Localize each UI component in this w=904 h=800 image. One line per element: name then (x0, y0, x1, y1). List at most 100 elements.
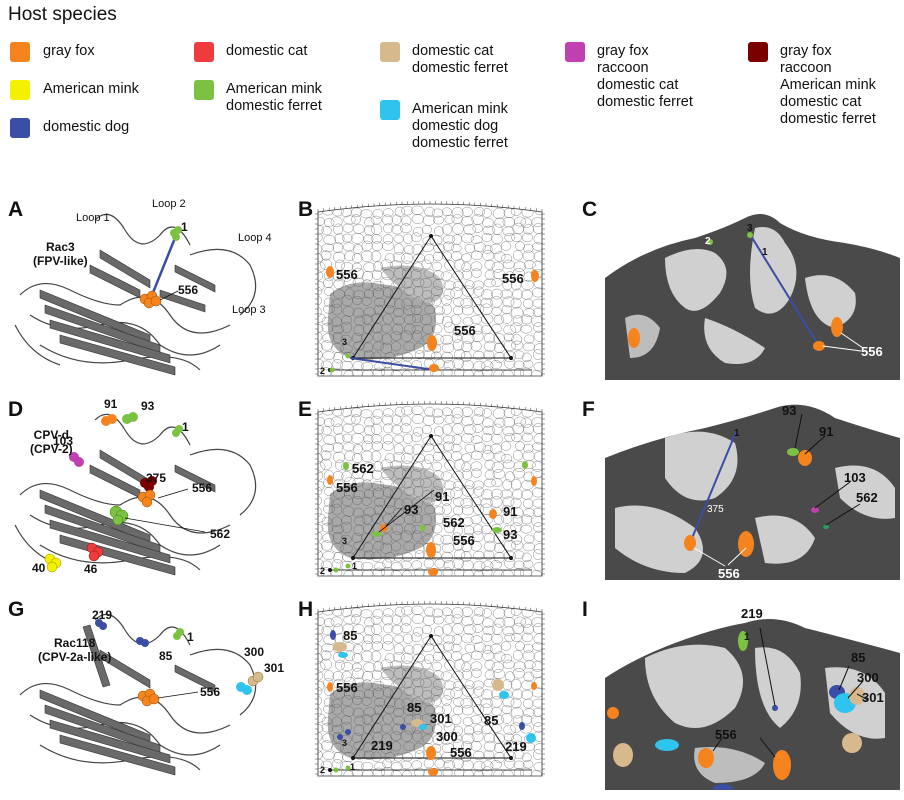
panel-a-loop1: Loop 1 (76, 212, 110, 224)
panel-h-letter: H (298, 598, 314, 621)
panel-b-res-556-left: 556 (336, 267, 358, 282)
panel-b-res-556-right: 556 (502, 271, 524, 286)
panel-g-res-300: 300 (244, 645, 265, 659)
panel-h-roadmap (315, 601, 545, 777)
panel-a-title: Rac3 (FPV-like) (33, 240, 88, 268)
panel-d-res-91: 91 (104, 397, 118, 411)
panel-h-marks (327, 630, 537, 776)
panel-i-surface (605, 598, 900, 790)
legend-swatch-cat-ferret (380, 42, 400, 62)
panel-b-res-556-center: 556 (454, 323, 476, 338)
panel-f-surface (605, 398, 900, 580)
panel-a-res-556: 556 (178, 283, 199, 297)
panel-i-res-301: 301 (862, 690, 884, 705)
panel-d-res-103: 103 (53, 434, 74, 448)
panel-b-marks (326, 266, 539, 373)
legend-label-mink-ferret: American mink domestic ferret (226, 81, 322, 114)
panel-c-res-2: 2 (705, 236, 711, 247)
panel-h-res-219-right: 219 (505, 739, 527, 754)
panel-e-res-1: 1 (352, 561, 358, 571)
legend-label-cat-ferret: domestic cat domestic ferret (412, 43, 508, 76)
panel-h-res-219-left: 219 (371, 738, 393, 753)
panel-g-res-85: 85 (159, 649, 173, 663)
panel-g-letter: G (8, 598, 25, 621)
panel-e-marks (327, 461, 537, 576)
panel-e-res-562-left: 562 (352, 461, 374, 476)
panel-d-title: CPV-d (CPV-2) (30, 428, 73, 456)
legend-swatch-domestic-dog (10, 118, 30, 138)
panel-e-res-3: 3 (342, 536, 348, 546)
panel-i-res-1: 1 (744, 632, 750, 643)
panel-g-res-219: 219 (92, 608, 113, 622)
panel-h-res-556-left: 556 (336, 680, 358, 695)
panel-i-letter: I (582, 598, 588, 621)
legend-label-domestic-dog: domestic dog (43, 119, 130, 135)
legend-swatch-gray-fox (10, 42, 30, 62)
panel-h-res-85-left: 85 (343, 628, 358, 643)
panel-f-res-556: 556 (718, 566, 740, 581)
panel-h-res-85-right: 85 (484, 713, 499, 728)
panel-d-res-93: 93 (141, 399, 155, 413)
panel-h-res-3: 3 (342, 738, 348, 748)
panel-f-res-91: 91 (819, 424, 834, 439)
panel-f-res-103: 103 (844, 470, 866, 485)
panel-h-res-85-center: 85 (407, 700, 422, 715)
panel-i-res-556: 556 (715, 727, 737, 742)
panel-h-res-556-center: 556 (450, 745, 472, 760)
panel-e-res-2: 2 (320, 566, 326, 576)
panel-i-res-219: 219 (741, 606, 763, 621)
panel-e-res-91-right: 91 (503, 504, 518, 519)
panel-f-letter: F (582, 398, 595, 421)
panel-b-res-3: 3 (342, 337, 348, 347)
panel-e-res-91-center: 91 (435, 489, 450, 504)
panel-a-loop2: Loop 2 (152, 198, 186, 210)
panel-f-res-562: 562 (856, 490, 878, 505)
panel-f-res-375: 375 (707, 504, 724, 515)
panel-d-res-375: 375 (146, 471, 167, 485)
legend-label-fox-raccoon-mink-cat-ferret: gray fox raccoon American mink domestic … (780, 43, 876, 127)
panel-c-res-1: 1 (762, 247, 768, 258)
legend-label-gray-fox: gray fox (43, 43, 95, 59)
panel-c-res-3: 3 (747, 223, 753, 234)
panel-d-res-40: 40 (32, 561, 46, 575)
panel-h-res-300: 300 (436, 729, 458, 744)
panel-i-res-85: 85 (851, 650, 866, 665)
panel-e-res-93-center: 93 (404, 502, 419, 517)
legend-title: Host species (8, 4, 117, 25)
panel-d-res-1: 1 (182, 420, 189, 434)
panel-c-res-556: 556 (861, 344, 883, 359)
panel-b-res-2: 2 (320, 366, 326, 376)
panel-g-res-301: 301 (264, 661, 285, 675)
panel-a-ribbon-structure (14, 213, 257, 376)
panel-e-res-562-center: 562 (443, 515, 465, 530)
legend-label-american-mink: American mink (43, 81, 139, 97)
legend-label-domestic-cat: domestic cat (226, 43, 308, 59)
legend-swatch-fox-raccoon-mink-cat-ferret (748, 42, 768, 62)
legend-swatch-domestic-cat (194, 42, 214, 62)
panel-h-res-2: 2 (320, 765, 326, 775)
panel-d-letter: D (8, 398, 24, 421)
panel-g-title: Rac118 (CPV-2a-like) (38, 636, 112, 664)
panel-e-res-556-center: 556 (453, 533, 475, 548)
panel-c-letter: C (582, 198, 598, 221)
panel-f-res-1: 1 (734, 428, 740, 439)
legend-swatch-mink-dog-ferret (380, 100, 400, 120)
panel-i-res-300: 300 (857, 670, 879, 685)
legend-swatch-fox-raccoon-cat-ferret (565, 42, 585, 62)
legend-label-mink-dog-ferret: American mink domestic dog domestic ferr… (412, 101, 508, 151)
panel-c-surface (605, 198, 900, 380)
panel-a-loop4: Loop 4 (238, 232, 272, 244)
panel-e-res-93-right: 93 (503, 527, 518, 542)
panel-g-res-556: 556 (200, 685, 221, 699)
panel-d-ribbon-structure (14, 412, 257, 576)
panel-d-res-562: 562 (210, 527, 231, 541)
panel-a-res-1: 1 (181, 220, 188, 234)
panel-g-res-1: 1 (187, 630, 194, 644)
panel-f-res-93: 93 (782, 403, 797, 418)
panel-a-letter: A (8, 198, 24, 221)
panel-d-res-556: 556 (192, 481, 213, 495)
panel-e-letter: E (298, 398, 313, 421)
panel-g-ribbon-structure (19, 613, 264, 776)
panel-b-letter: B (298, 198, 314, 221)
panel-a-loop3: Loop 3 (232, 304, 266, 316)
